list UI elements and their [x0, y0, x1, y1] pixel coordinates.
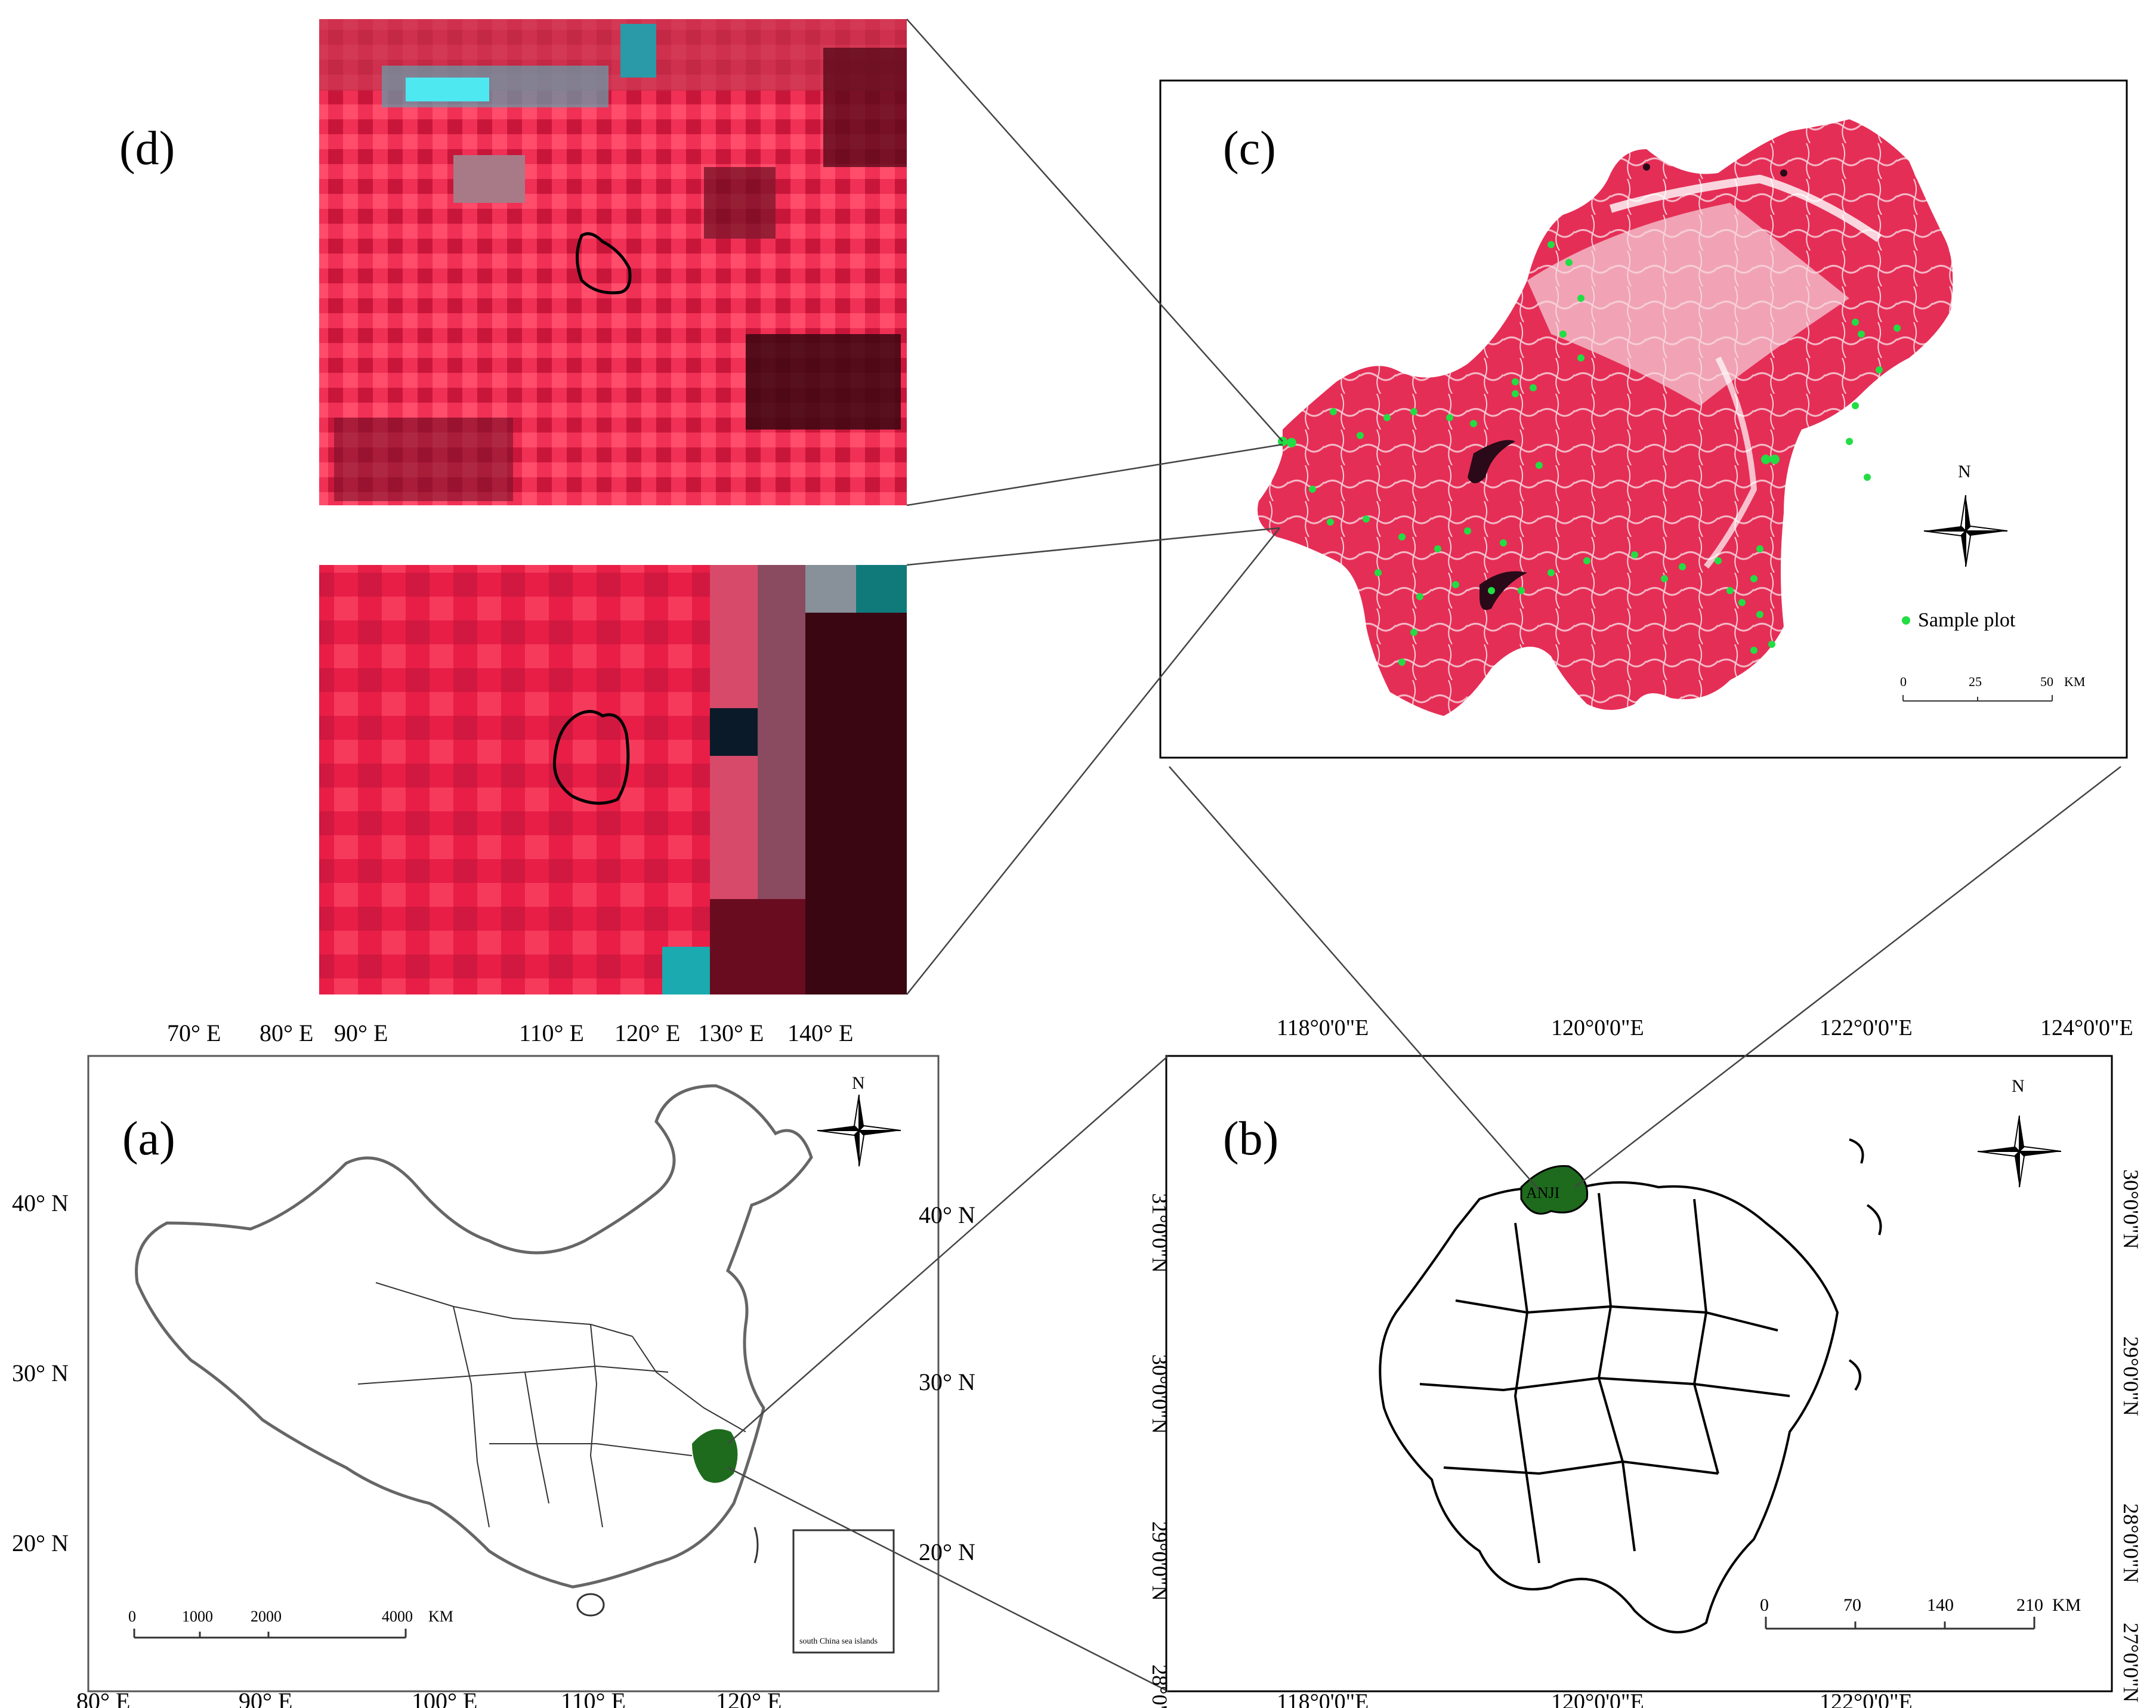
svg-text:70: 70 — [1843, 1595, 1861, 1615]
svg-text:90° E: 90° E — [239, 1688, 292, 1708]
svg-text:140: 140 — [1927, 1595, 1954, 1615]
map-b-right-ticks: 30°0'0"N 29°0'0"N 28°0'0"N 27°0'0"N — [2119, 1169, 2143, 1703]
map-b-north: N — [2012, 1076, 2025, 1096]
svg-text:20° N: 20° N — [919, 1539, 975, 1565]
zhejiang-map — [1379, 1138, 1882, 1633]
inset-label: south China sea islands — [799, 1637, 878, 1646]
svg-text:90° E: 90° E — [334, 1020, 388, 1046]
svg-text:122°0'0"E: 122°0'0"E — [1820, 1690, 1913, 1708]
svg-text:130° E: 130° E — [698, 1020, 764, 1046]
connector-lines — [727, 18, 2121, 1692]
svg-text:30°0'0"N: 30°0'0"N — [1148, 1354, 1172, 1434]
svg-text:0: 0 — [1900, 674, 1907, 689]
svg-text:80° E: 80° E — [76, 1688, 130, 1708]
svg-text:124°0'0"E: 124°0'0"E — [2040, 1015, 2133, 1040]
svg-text:140° E: 140° E — [787, 1020, 853, 1046]
svg-text:31°0'0"N: 31°0'0"N — [1148, 1193, 1172, 1273]
map-a-north: N — [852, 1073, 865, 1093]
svg-text:1000: 1000 — [182, 1608, 213, 1625]
svg-text:27°0'0"N: 27°0'0"N — [2119, 1623, 2143, 1703]
panel-d-bottom-raster — [319, 565, 907, 994]
svg-text:29°0'0"N: 29°0'0"N — [1148, 1521, 1172, 1601]
svg-text:40° N: 40° N — [919, 1202, 975, 1228]
svg-text:30° N: 30° N — [12, 1360, 69, 1386]
svg-text:80° E: 80° E — [260, 1020, 313, 1046]
map-b-top-ticks: 118°0'0"E 120°0'0"E 122°0'0"E 124°0'0"E — [1277, 1015, 2133, 1040]
anji-highlight — [1520, 1165, 1589, 1215]
svg-text:110° E: 110° E — [561, 1688, 626, 1708]
map-b-left-ticks: 31°0'0"N 30°0'0"N 29°0'0"N 28°0'0"N — [1148, 1193, 1172, 1708]
svg-text:4000: 4000 — [382, 1608, 413, 1625]
svg-text:28°0'0"N: 28°0'0"N — [1148, 1664, 1172, 1708]
svg-text:110° E: 110° E — [519, 1020, 584, 1046]
svg-text:20° N: 20° N — [12, 1530, 69, 1556]
sample-plots — [1278, 241, 1901, 666]
svg-text:30° N: 30° N — [919, 1369, 975, 1395]
svg-text:120° E: 120° E — [614, 1020, 680, 1046]
panel-label-a: (a) — [122, 1113, 175, 1165]
svg-text:120°0'0"E: 120°0'0"E — [1551, 1015, 1644, 1040]
svg-text:120° E: 120° E — [716, 1688, 782, 1708]
svg-text:28°0'0"N: 28°0'0"N — [2119, 1503, 2143, 1583]
svg-text:118°0'0"E: 118°0'0"E — [1277, 1015, 1369, 1040]
svg-text:KM: KM — [2064, 674, 2085, 689]
map-a-bottom-ticks: 80° E 90° E 100° E 110° E 120° E — [76, 1688, 782, 1708]
svg-text:30°0'0"N: 30°0'0"N — [2119, 1169, 2143, 1249]
map-b-scale-bar: 0 70 140 210 KM — [1760, 1595, 2081, 1630]
map-a-right-ticks: 40° N 30° N 20° N — [919, 1202, 975, 1565]
svg-text:120°0'0"E: 120°0'0"E — [1551, 1690, 1644, 1708]
svg-text:118°0'0"E: 118°0'0"E — [1277, 1690, 1369, 1708]
map-c-north: N — [1958, 462, 1971, 481]
map-a-scale-bar: 0 1000 2000 4000 KM — [128, 1608, 453, 1639]
svg-text:70° E: 70° E — [167, 1020, 221, 1046]
svg-text:0: 0 — [1760, 1595, 1769, 1615]
zhejiang-highlight — [692, 1429, 738, 1483]
panel-label-d: (d) — [119, 122, 175, 175]
svg-text:25: 25 — [1969, 674, 1982, 689]
panel-label-c: (c) — [1223, 122, 1276, 175]
svg-text:KM: KM — [428, 1608, 453, 1625]
legend-sample-label: Sample plot — [1918, 609, 2016, 631]
map-a-left-ticks: 40° N 30° N 20° N — [12, 1190, 69, 1556]
china-map — [135, 1084, 813, 1617]
svg-text:50: 50 — [2040, 674, 2053, 689]
map-a-top-ticks: 70° E 80° E 90° E 110° E 120° E 130° E 1… — [167, 1020, 853, 1046]
panel-label-b: (b) — [1223, 1113, 1278, 1165]
svg-text:29°0'0"N: 29°0'0"N — [2119, 1336, 2143, 1416]
south-china-sea-inset — [792, 1529, 895, 1654]
svg-text:100° E: 100° E — [412, 1688, 477, 1708]
svg-text:0: 0 — [128, 1608, 136, 1625]
svg-text:210: 210 — [2016, 1595, 2043, 1615]
svg-text:122°0'0"E: 122°0'0"E — [1820, 1015, 1913, 1040]
panel-d-top-raster — [319, 19, 907, 505]
map-b-bottom-ticks: 118°0'0"E 120°0'0"E 122°0'0"E — [1277, 1690, 1913, 1708]
legend-sample-dot — [1902, 616, 1910, 625]
anji-raster-map — [1258, 119, 1953, 716]
svg-text:KM: KM — [2052, 1595, 2081, 1615]
svg-text:40° N: 40° N — [12, 1190, 69, 1216]
svg-text:2000: 2000 — [251, 1608, 282, 1625]
anji-label: ANJI — [1526, 1184, 1559, 1202]
map-c-scale-bar: 0 25 50 KM — [1900, 674, 2085, 702]
